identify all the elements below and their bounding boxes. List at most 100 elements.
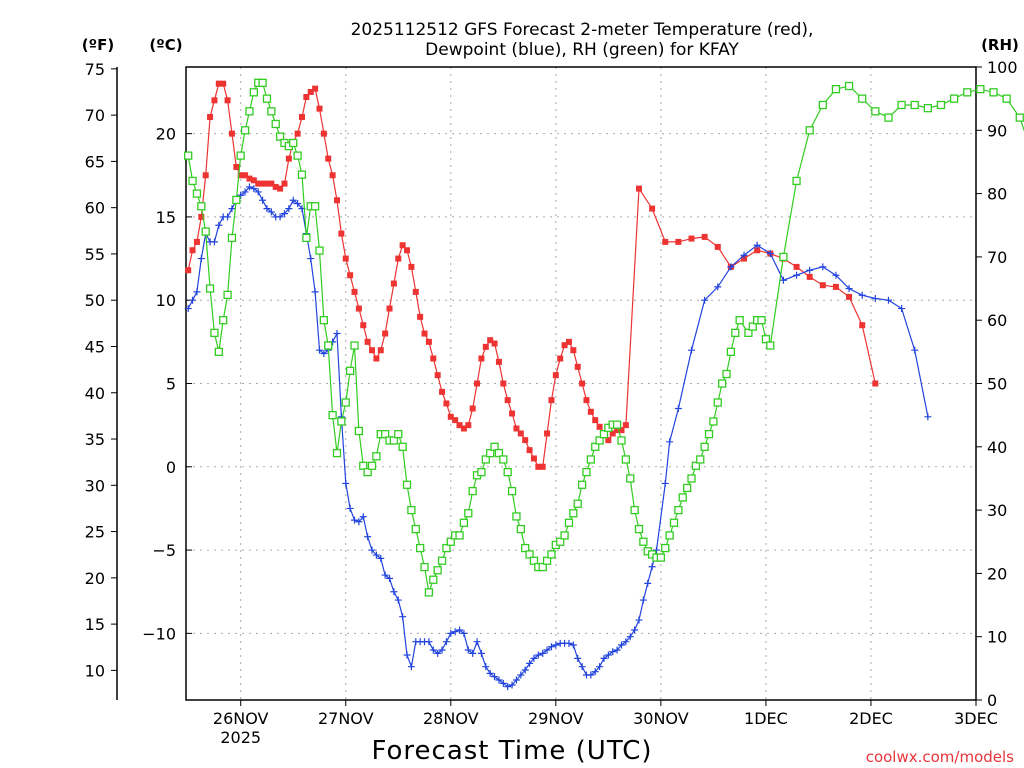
temperature-point (662, 238, 669, 245)
rh-point (481, 455, 490, 464)
fahrenheit-tick-label: 30 (85, 476, 105, 495)
x-tick-label: 1DEC (744, 709, 788, 728)
rh-point (1002, 94, 1011, 103)
rh-tick-label: 50 (987, 375, 1007, 394)
rh-point (761, 335, 771, 344)
rh-point (744, 328, 753, 338)
rh-point (844, 81, 854, 91)
rh-point (214, 347, 223, 357)
temperature-point (579, 380, 586, 387)
temperature-point (364, 338, 371, 345)
dewpoint-point (626, 633, 634, 641)
temperature-point (246, 175, 253, 182)
x-tick-label: 2DEC (849, 709, 893, 728)
rh-point (639, 537, 648, 546)
temperature-point (522, 437, 529, 444)
x-tick-label: 28NOV (423, 709, 479, 728)
temperature-point (333, 197, 340, 204)
rh-point (184, 151, 193, 160)
rh-point (696, 455, 705, 464)
temperature-point (439, 388, 446, 395)
rh-point (372, 452, 381, 461)
temperature-point (443, 400, 450, 407)
rh-point (192, 189, 202, 198)
temperature-point (360, 322, 367, 329)
dewpoint-point (512, 676, 520, 684)
dewpoint-point (267, 208, 275, 216)
dewpoint-point (228, 205, 236, 213)
temperature-point (513, 425, 520, 432)
temperature-point (465, 422, 472, 429)
dewpoint-point (280, 210, 288, 218)
dewpoint-point (661, 479, 669, 487)
celsius-tick-label: 20 (156, 125, 176, 144)
rh-point (459, 518, 469, 527)
fahrenheit-tick-label: 75 (85, 60, 105, 79)
dewpoint-point (359, 513, 367, 521)
rh-point (486, 448, 495, 458)
dewpoint-point (425, 638, 433, 646)
dewpoint-point (688, 346, 696, 354)
temperature-point (469, 405, 476, 412)
x-axis-label: Forecast Time (UTC) (371, 736, 652, 766)
dewpoint-point (464, 646, 472, 654)
temperature-point (237, 172, 244, 179)
rh-tick-label: 60 (987, 311, 1007, 330)
rh-point (674, 505, 683, 515)
dewpoint-point (578, 663, 586, 671)
rh-point (726, 347, 736, 357)
rh-point (205, 284, 215, 293)
temperature-point (224, 97, 231, 104)
dewpoint-point (442, 638, 450, 646)
dewpoint-point (259, 196, 267, 204)
dewpoint-point (224, 213, 232, 221)
dewpoint-point (613, 646, 621, 654)
rh-point (433, 566, 442, 575)
dewpoint-point (587, 671, 595, 679)
dewpoint-point (526, 659, 534, 667)
temperature-point (233, 163, 240, 170)
celsius-tick-label: 5 (166, 375, 176, 394)
dewpoint-point (609, 648, 617, 656)
rh-point (380, 429, 390, 439)
dewpoint-point (403, 651, 411, 659)
rh-point (831, 85, 841, 94)
rh-point (354, 426, 364, 436)
dewpoint-point (508, 681, 516, 689)
rh-point (416, 543, 425, 553)
rh-point (341, 398, 350, 407)
dewpoint-point (530, 654, 538, 662)
temperature-point (342, 255, 349, 262)
dewpoint-point (469, 649, 477, 657)
rh-point (923, 103, 933, 113)
rh-point (236, 151, 245, 160)
dewpoint-point (819, 263, 827, 271)
temperature-point (421, 330, 428, 337)
temperature-point (329, 172, 336, 179)
temperature-point (872, 380, 879, 387)
rh-point (612, 420, 622, 429)
rh-point (367, 461, 377, 470)
temperature-point (618, 427, 625, 434)
rh-point (731, 328, 740, 338)
rh-point (219, 316, 228, 325)
rh-point (201, 227, 210, 236)
temperature-point (316, 105, 323, 112)
temperature-point (535, 463, 542, 470)
rh-point (477, 467, 486, 477)
dewpoint-point (311, 288, 319, 296)
temperature-point (303, 93, 310, 100)
rh-tick-label: 100 (987, 58, 1018, 77)
dewpoint-point (285, 205, 293, 213)
rh-point (976, 85, 985, 94)
rh-point (569, 509, 578, 518)
dewpoint-point (648, 563, 656, 571)
rh-point (315, 246, 324, 255)
temperature-point (369, 347, 376, 354)
dewpoint-point (591, 668, 599, 676)
fahrenheit-tick-label: 65 (85, 152, 105, 171)
rh-point (437, 556, 447, 565)
rh-point (521, 543, 530, 553)
dewpoint-point (727, 263, 735, 271)
dewpoint-point (617, 641, 625, 649)
